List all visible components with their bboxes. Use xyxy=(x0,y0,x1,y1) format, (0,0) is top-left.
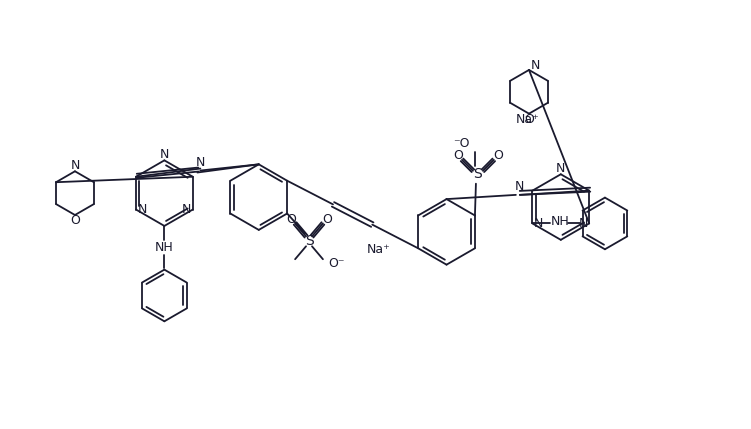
Text: N: N xyxy=(196,156,205,169)
Text: S: S xyxy=(305,234,313,248)
Text: N: N xyxy=(137,203,146,216)
Text: N: N xyxy=(534,217,543,230)
Text: N: N xyxy=(182,203,192,216)
Text: O: O xyxy=(286,213,296,226)
Text: N: N xyxy=(578,217,588,230)
Text: N: N xyxy=(160,148,169,161)
Text: N: N xyxy=(530,60,540,73)
Text: O: O xyxy=(453,149,463,163)
Text: NH: NH xyxy=(155,241,173,254)
Text: O⁻: O⁻ xyxy=(328,257,345,270)
Text: O: O xyxy=(70,214,80,227)
Text: O: O xyxy=(493,149,502,163)
Text: ⁻O: ⁻O xyxy=(454,137,470,151)
Text: NH: NH xyxy=(550,215,569,228)
Text: Na⁺: Na⁺ xyxy=(516,113,539,126)
Text: S: S xyxy=(474,167,482,181)
Text: N: N xyxy=(515,181,524,193)
Text: O: O xyxy=(524,113,534,126)
Text: N: N xyxy=(556,162,566,175)
Text: N: N xyxy=(71,159,80,172)
Text: Na⁺: Na⁺ xyxy=(366,243,391,256)
Text: O: O xyxy=(322,213,332,226)
